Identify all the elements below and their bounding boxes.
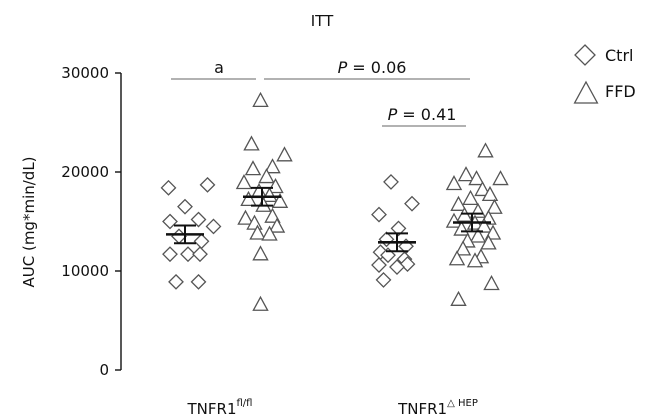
triangle-point: [445, 175, 463, 191]
diamond-point: [371, 257, 387, 273]
diamond-point: [177, 198, 193, 215]
p-value-number: = 0.41: [397, 105, 456, 124]
p-value-label: P = 0.41: [388, 105, 457, 124]
y-tick-label: 20000: [61, 163, 109, 181]
y-tick-label: 10000: [61, 262, 109, 280]
triangle-point: [249, 224, 266, 240]
diamond-point: [168, 273, 184, 290]
legend-label-ctrl: Ctrl: [605, 46, 633, 65]
axes: 0 10000 20000 30000: [61, 64, 122, 379]
triangle-point: [235, 174, 253, 190]
triangle-point: [462, 189, 479, 206]
triangle-point: [486, 198, 503, 214]
legend-label-ffd: FFD: [605, 82, 636, 101]
p-value-symbol: P: [388, 105, 398, 124]
triangle-point: [492, 170, 509, 186]
triangle-point: [450, 195, 467, 211]
diamond-point: [193, 233, 210, 250]
group-label-superscript: fl/fl: [237, 398, 253, 409]
diamond-point: [162, 213, 178, 230]
triangle-point: [243, 135, 260, 151]
diamond-point: [389, 259, 405, 275]
diamond-point: [404, 195, 420, 212]
triangle-point: [271, 192, 289, 208]
triangle-point: [261, 186, 278, 203]
triangle-point: [276, 146, 293, 162]
chart-title: ITT: [311, 12, 334, 30]
diamond-point: [171, 228, 187, 245]
mean-sem-layer: [166, 186, 491, 253]
triangle-point: [480, 234, 497, 250]
diamond-point: [371, 206, 387, 223]
triangle-point: [474, 180, 491, 197]
triangle-point: [481, 185, 499, 202]
triangle-point: [448, 250, 466, 266]
triangle-point: [469, 227, 487, 243]
y-tick-label: 30000: [61, 64, 109, 82]
group-labels: TNFR1fl/fl TNFR1△ HEP: [187, 398, 478, 418]
significance-label: a: [214, 58, 224, 77]
diamond-point: [160, 179, 177, 196]
triangle-point: [477, 142, 494, 158]
triangle-point: [445, 212, 463, 228]
triangle-point: [252, 295, 269, 311]
diamond-point: [205, 218, 222, 235]
triangle-point: [252, 245, 269, 261]
triangle-point: [466, 252, 484, 268]
legend-triangle-icon: [573, 80, 599, 104]
triangle-point: [264, 207, 281, 223]
p-value-number: = 0.06: [347, 58, 406, 77]
triangle-point: [456, 206, 473, 222]
diamond-point: [383, 173, 399, 190]
diamond-point: [390, 220, 407, 237]
triangle-point: [457, 166, 475, 182]
triangle-point: [252, 91, 269, 107]
diamond-point: [190, 211, 207, 228]
triangle-point: [469, 202, 487, 218]
legend-diamond-icon: [574, 44, 596, 66]
triangle-point: [468, 170, 485, 186]
group-label-main: TNFR1: [397, 400, 447, 418]
legend: Ctrl FFD: [573, 44, 636, 104]
triangle-point: [484, 224, 502, 240]
triangle-point: [258, 168, 275, 184]
triangle-point: [240, 190, 257, 206]
y-tick-label: 0: [99, 361, 109, 379]
triangle-point: [268, 217, 286, 233]
diamond-point: [180, 246, 196, 263]
triangle-point: [237, 209, 254, 225]
triangle-point: [450, 290, 467, 306]
group-label-superscript: △ HEP: [447, 398, 478, 409]
group-label: TNFR1fl/fl: [187, 398, 253, 418]
triangle-point: [244, 160, 262, 176]
diamond-point: [199, 176, 216, 193]
triangle-point: [475, 217, 493, 233]
triangle-point: [483, 275, 500, 291]
triangle-point: [267, 177, 284, 194]
diamond-point: [190, 273, 207, 290]
triangle-point: [454, 240, 472, 256]
triangle-point: [264, 158, 281, 174]
diamond-point: [192, 246, 208, 263]
y-axis-label: AUC (mg*min/dL): [20, 156, 38, 287]
group-label-main: TNFR1: [187, 400, 237, 418]
diamond-point: [375, 271, 392, 288]
diamond-point: [378, 231, 395, 248]
triangle-point: [261, 225, 278, 241]
group-label: TNFR1△ HEP: [397, 398, 478, 418]
diamond-point: [162, 246, 178, 263]
p-value-label: P = 0.06: [338, 58, 407, 77]
p-value-symbol: P: [338, 58, 348, 77]
